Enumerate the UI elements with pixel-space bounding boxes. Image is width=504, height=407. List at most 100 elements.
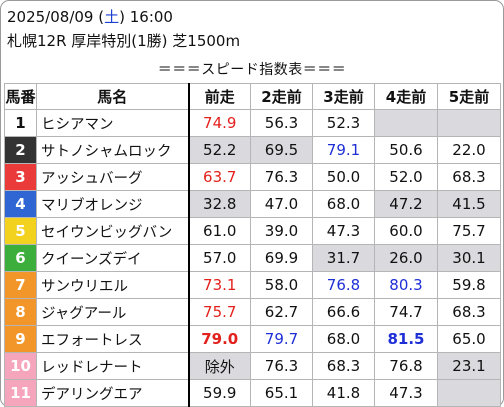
speed-index-cell: 47.3 [374, 379, 438, 407]
col-header-number: 馬番 [4, 83, 37, 110]
speed-index-cell: 80.3 [374, 271, 438, 299]
speed-index-cell [374, 109, 438, 137]
speed-index-cell: 62.7 [250, 298, 313, 326]
speed-index-cell: 32.8 [188, 190, 251, 218]
table-row: 11 デアリングエア 59.9 65.1 41.8 47.3 [4, 379, 501, 407]
speed-index-cell: 76.8 [312, 271, 375, 299]
speed-index-cell: 68.3 [312, 352, 375, 380]
horse-name-cell: サトノシャムロック [36, 136, 190, 164]
speed-index-cell: 74.9 [188, 109, 251, 137]
horse-number-cell: 4 [4, 190, 37, 218]
speed-index-cell: 79.0 [188, 325, 251, 353]
speed-index-cell: 56.3 [250, 109, 313, 137]
horse-name-cell: ジャグアール [36, 298, 190, 326]
speed-index-cell: 57.0 [188, 244, 251, 272]
speed-index-cell: 41.8 [312, 379, 375, 407]
speed-index-cell: 23.1 [437, 352, 501, 380]
horse-number-cell: 7 [4, 271, 37, 299]
speed-index-cell: 39.0 [250, 217, 313, 245]
speed-index-cell: 47.2 [374, 190, 438, 218]
speed-index-cell: 76.3 [250, 352, 313, 380]
speed-index-cell: 26.0 [374, 244, 438, 272]
horse-name-cell: レッドレナート [36, 352, 190, 380]
horse-number-cell: 8 [4, 298, 37, 326]
speed-index-cell: 58.0 [250, 271, 313, 299]
col-header-3-races-ago: 3走前 [312, 83, 375, 110]
table-banner: ＝＝＝スピード指数表＝＝＝ [157, 62, 347, 78]
horse-number-cell: 6 [4, 244, 37, 272]
table-row: 6 クイーンズデイ 57.0 69.9 31.7 26.0 30.1 [4, 244, 501, 272]
speed-index-cell: 79.1 [312, 136, 375, 164]
speed-index-cell: 65.1 [250, 379, 313, 407]
speed-index-cell: 31.7 [312, 244, 375, 272]
speed-index-cell: 68.0 [312, 325, 375, 353]
table-row: 9 エフォートレス 79.0 79.7 68.0 81.5 65.0 [4, 325, 501, 353]
speed-index-table: 馬番 馬名 前走 2走前 3走前 4走前 5走前 1 ヒシアマン 74.9 56.3 5… [4, 83, 501, 407]
horse-name-cell: デアリングエア [36, 379, 190, 407]
race-date: 2025/08/09 [7, 8, 94, 26]
speed-index-cell: 69.5 [250, 136, 313, 164]
table-row: 7 サンウリエル 73.1 58.0 76.8 80.3 59.8 [4, 271, 501, 299]
horse-name-cell: アッシュバーグ [36, 163, 190, 191]
horse-name-cell: セイウンビッグバン [36, 217, 190, 245]
table-row: 2 サトノシャムロック 52.2 69.5 79.1 50.6 22.0 [4, 136, 501, 164]
race-weekday: 土 [104, 8, 120, 26]
speed-index-cell: 73.1 [188, 271, 251, 299]
speed-index-cell: 76.3 [250, 163, 313, 191]
speed-index-cell: 47.3 [312, 217, 375, 245]
header-row: 馬番 馬名 前走 2走前 3走前 4走前 5走前 [4, 83, 501, 110]
speed-index-cell: 65.0 [437, 325, 501, 353]
speed-index-cell: 68.0 [312, 190, 375, 218]
speed-index-cell: 75.7 [437, 217, 501, 245]
speed-index-cell: 52.2 [188, 136, 251, 164]
table-row: 4 マリブオレンジ 32.8 47.0 68.0 47.2 41.5 [4, 190, 501, 218]
speed-index-cell [437, 109, 501, 137]
horse-number-cell: 11 [4, 379, 37, 407]
speed-index-cell: 66.6 [312, 298, 375, 326]
race-time: 16:00 [129, 8, 173, 26]
horse-number-cell: 3 [4, 163, 37, 191]
table-row: 1 ヒシアマン 74.9 56.3 52.3 [4, 109, 501, 137]
speed-index-cell: 22.0 [437, 136, 501, 164]
speed-index-cell: 81.5 [374, 325, 438, 353]
table-row: 10 レッドレナート 除外 76.3 68.3 76.8 23.1 [4, 352, 501, 380]
speed-index-cell: 60.0 [374, 217, 438, 245]
horse-number-cell: 5 [4, 217, 37, 245]
horse-number-cell: 1 [4, 109, 37, 137]
table-row: 5 セイウンビッグバン 61.0 39.0 47.3 60.0 75.7 [4, 217, 501, 245]
col-header-2-races-ago: 2走前 [250, 83, 313, 110]
col-header-horse-name: 馬名 [36, 83, 190, 110]
horse-name-cell: ヒシアマン [36, 109, 190, 137]
speed-index-cell: 30.1 [437, 244, 501, 272]
horse-name-cell: マリブオレンジ [36, 190, 190, 218]
horse-name-cell: エフォートレス [36, 325, 190, 353]
speed-index-cell: 61.0 [188, 217, 251, 245]
speed-index-cell: 41.5 [437, 190, 501, 218]
speed-index-cell: 除外 [188, 352, 251, 380]
speed-index-cell: 50.6 [374, 136, 438, 164]
speed-index-cell: 50.0 [312, 163, 375, 191]
speed-index-cell: 63.7 [188, 163, 251, 191]
speed-index-cell: 79.7 [250, 325, 313, 353]
horse-number-cell: 2 [4, 136, 37, 164]
speed-index-cell: 59.8 [437, 271, 501, 299]
speed-index-cell: 75.7 [188, 298, 251, 326]
speed-index-cell: 59.9 [188, 379, 251, 407]
col-header-4-races-ago: 4走前 [374, 83, 438, 110]
speed-index-cell: 76.8 [374, 352, 438, 380]
speed-index-cell: 52.3 [312, 109, 375, 137]
race-datetime: 2025/08/09 (土) 16:00 [7, 8, 173, 26]
speed-index-cell: 47.0 [250, 190, 313, 218]
col-header-last-race: 前走 [188, 83, 251, 110]
speed-index-cell: 69.9 [250, 244, 313, 272]
race-info: 札幌12R 厚岸特別(1勝) 芝1500m [7, 32, 241, 50]
horse-number-cell: 10 [4, 352, 37, 380]
horse-name-cell: クイーンズデイ [36, 244, 190, 272]
table-row: 8 ジャグアール 75.7 62.7 66.6 74.7 68.3 [4, 298, 501, 326]
table-row: 3 アッシュバーグ 63.7 76.3 50.0 52.0 68.3 [4, 163, 501, 191]
speed-index-cell: 68.3 [437, 298, 501, 326]
horse-number-cell: 9 [4, 325, 37, 353]
speed-index-cell: 74.7 [374, 298, 438, 326]
speed-index-cell: 52.0 [374, 163, 438, 191]
